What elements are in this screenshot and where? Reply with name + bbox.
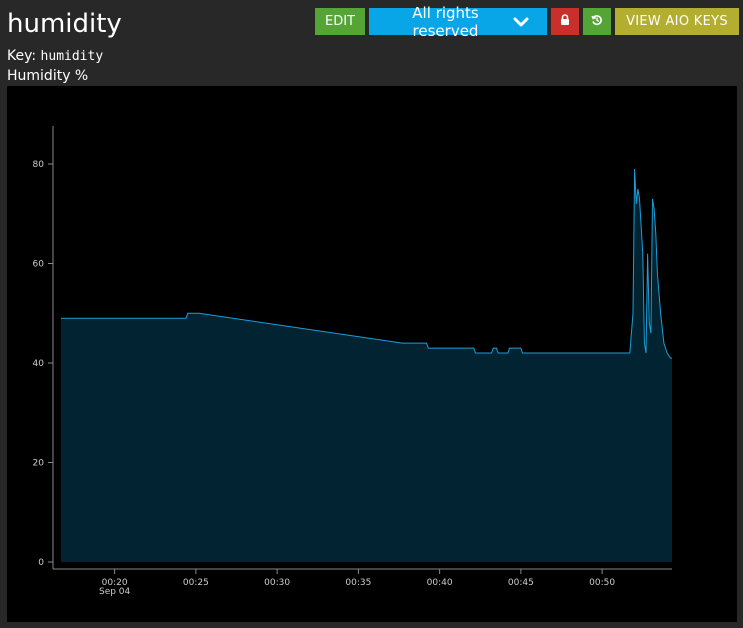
lock-icon: [560, 13, 570, 30]
x-tick-label: 00:35: [345, 578, 371, 588]
chevron-down-icon: [513, 16, 529, 28]
x-tick-label: 00:30: [264, 578, 290, 588]
edit-button[interactable]: EDIT: [315, 8, 365, 35]
x-tick-date-label: Sep 04: [99, 587, 131, 597]
feed-key: Key: humidity: [7, 47, 103, 66]
y-tick-label: 80: [33, 160, 45, 170]
x-tick-label: 00:40: [427, 578, 453, 588]
feed-key-value: humidity: [40, 49, 104, 64]
view-aio-keys-button[interactable]: VIEW AIO KEYS: [615, 8, 739, 35]
humidity-chart[interactable]: 0 20 40 60 80 00:20 Sep 04 00:25 00:30 00:35 00:4…: [7, 86, 737, 622]
x-tick-label: 00:20: [102, 578, 128, 588]
x-tick-label: 00:25: [183, 578, 209, 588]
privacy-lock-button[interactable]: [551, 8, 579, 35]
chart-series-line: [61, 168, 672, 359]
y-axis-ticks: 0 20 40 60 80: [33, 160, 53, 568]
y-tick-label: 40: [33, 359, 45, 369]
feed-key-label: Key:: [7, 48, 37, 64]
feed-unit: Humidity %: [7, 68, 89, 84]
history-button[interactable]: [583, 8, 611, 35]
y-tick-label: 60: [33, 260, 45, 270]
license-label: All rights reserved: [412, 3, 479, 40]
feed-toolbar: EDIT All rights reserved VIEW AIO KEYS: [315, 4, 739, 40]
y-tick-label: 0: [38, 558, 44, 568]
license-dropdown[interactable]: All rights reserved: [369, 4, 547, 40]
feed-title: humidity: [7, 9, 122, 39]
x-tick-label: 00:50: [589, 578, 615, 588]
chart-area-fill: [61, 169, 672, 562]
history-icon: [591, 14, 603, 30]
x-tick-label: 00:45: [508, 578, 534, 588]
y-tick-label: 20: [33, 459, 45, 469]
